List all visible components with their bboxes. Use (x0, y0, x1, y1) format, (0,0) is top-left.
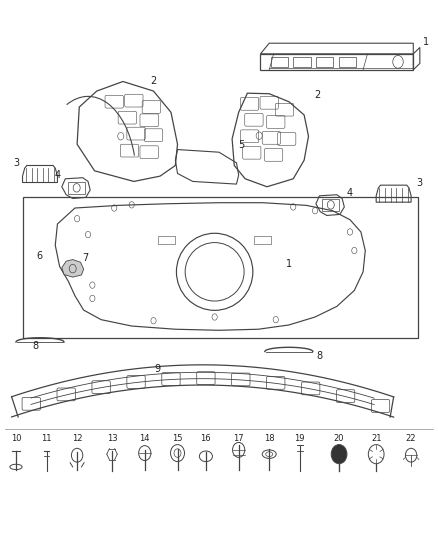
Text: 4: 4 (347, 188, 353, 198)
Text: 8: 8 (32, 341, 39, 351)
Circle shape (331, 445, 347, 464)
Text: 4: 4 (54, 170, 60, 180)
Bar (254, 236, 272, 244)
Text: 16: 16 (201, 434, 211, 443)
Text: 2: 2 (314, 90, 320, 100)
Text: 20: 20 (334, 434, 344, 443)
Bar (339, 57, 356, 67)
Bar (68, 182, 85, 193)
Text: 18: 18 (264, 434, 275, 443)
Text: 22: 22 (406, 434, 417, 443)
Text: 21: 21 (371, 434, 381, 443)
Text: 6: 6 (36, 251, 42, 261)
Bar (322, 199, 339, 211)
Text: 15: 15 (172, 434, 183, 443)
Text: 14: 14 (140, 434, 150, 443)
Text: 2: 2 (150, 77, 157, 86)
Bar (22, 197, 418, 338)
Text: 1: 1 (423, 37, 429, 47)
Text: 5: 5 (238, 140, 244, 150)
Text: 13: 13 (107, 434, 117, 443)
Text: 3: 3 (417, 177, 423, 188)
Text: 3: 3 (13, 158, 19, 168)
Text: 19: 19 (294, 434, 305, 443)
Text: 11: 11 (41, 434, 52, 443)
Text: 9: 9 (155, 364, 161, 374)
Bar (158, 236, 175, 244)
Bar (316, 57, 333, 67)
Text: 7: 7 (82, 253, 88, 263)
Polygon shape (62, 260, 84, 277)
Text: 12: 12 (72, 434, 82, 443)
Text: 10: 10 (11, 434, 21, 443)
Text: 17: 17 (233, 434, 244, 443)
Bar (293, 57, 311, 67)
Bar (271, 57, 288, 67)
Text: 8: 8 (316, 351, 322, 361)
Text: 1: 1 (286, 259, 292, 269)
